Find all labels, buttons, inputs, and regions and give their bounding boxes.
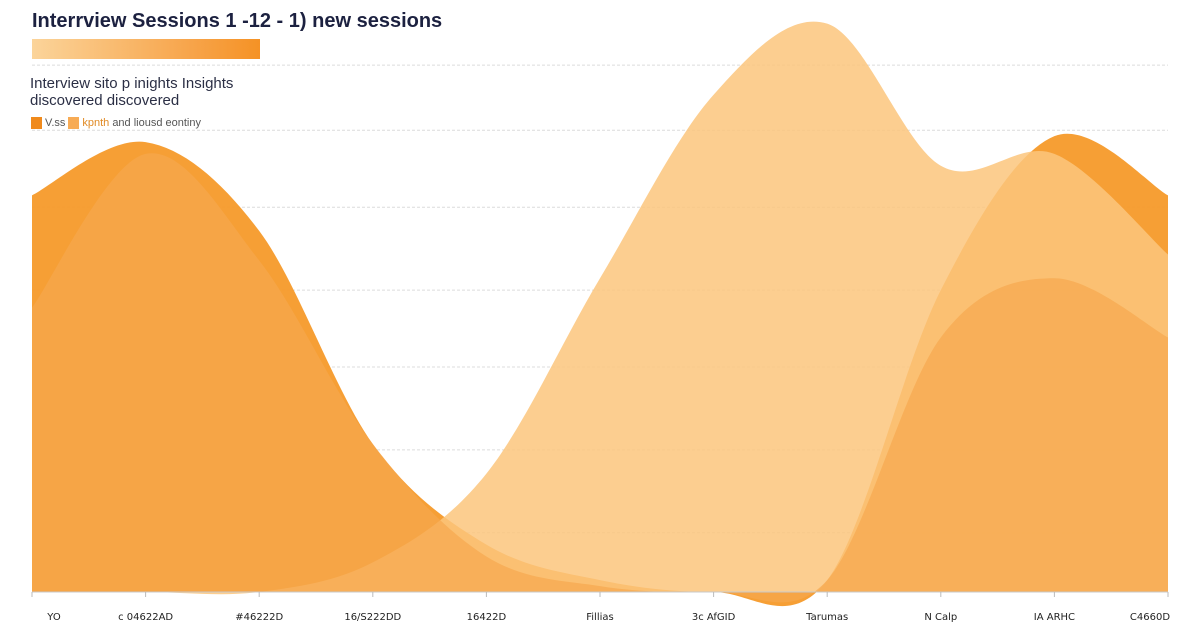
legend-label-1: V.ss bbox=[45, 117, 66, 129]
x-tick-label: IA ARHC bbox=[1034, 612, 1075, 623]
area-series-3 bbox=[32, 153, 1168, 603]
title-accent-bar bbox=[32, 39, 260, 59]
x-tick-label: Fillias bbox=[586, 612, 613, 623]
x-tick-label: 16422D bbox=[467, 612, 507, 623]
x-tick-label: C4660D bbox=[1130, 612, 1170, 623]
series-areas bbox=[32, 21, 1168, 607]
x-tick-label: YO bbox=[46, 612, 61, 623]
chart-legend: V.ss kpnth and liousd eontiny bbox=[31, 117, 201, 129]
legend-trailing-text: and liousd eontiny bbox=[112, 117, 201, 129]
chart-title: Interrview Sessions 1 -12 - 1) new sessi… bbox=[32, 10, 443, 32]
legend-swatch-2 bbox=[68, 117, 80, 129]
x-tick-label: c 04622AD bbox=[118, 612, 173, 623]
x-tick-label: #46222D bbox=[235, 612, 283, 623]
legend-swatch-1 bbox=[31, 117, 42, 129]
x-tick-label: 3c AfGID bbox=[692, 612, 736, 623]
x-axis: YO c 04622AD #46222D 16/S222DD 16422D Fillias… bbox=[31, 591, 1170, 623]
legend-label-2: kpnth bbox=[82, 117, 110, 129]
area-series-2 bbox=[32, 21, 1168, 595]
x-tick-label: Tarumas bbox=[805, 612, 848, 623]
x-tick-label: N Calp bbox=[924, 612, 957, 623]
x-tick-label: 16/S222DD bbox=[344, 612, 401, 623]
chart-subtitle: Interview sito p inights Insights discov… bbox=[30, 75, 234, 109]
